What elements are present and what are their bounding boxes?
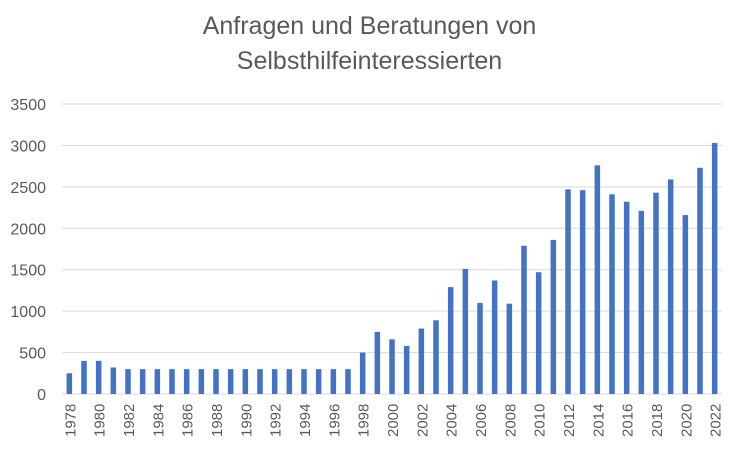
x-tick-label: 2018 xyxy=(649,404,666,437)
bar-2003 xyxy=(433,320,439,394)
bar-1986 xyxy=(183,369,190,394)
bar-1994 xyxy=(301,369,307,394)
bars xyxy=(66,142,718,394)
bar-2022 xyxy=(711,142,718,394)
x-tick-label: 1984 xyxy=(150,404,167,437)
x-tick-label: 1978 xyxy=(62,404,79,437)
x-tick-label: 1990 xyxy=(238,404,255,437)
x-tick-label: 2012 xyxy=(561,404,578,437)
bar-1990 xyxy=(242,369,249,394)
x-tick-label: 2004 xyxy=(444,404,461,437)
bar-1988 xyxy=(213,369,219,394)
bar-1991 xyxy=(257,369,263,394)
bar-1998 xyxy=(359,352,366,394)
x-tick-label: 2010 xyxy=(532,404,549,437)
bar-2011 xyxy=(550,239,557,394)
bar-2013 xyxy=(579,190,586,394)
bar-1996 xyxy=(330,369,337,394)
bar-1982 xyxy=(125,369,131,394)
x-tick-label: 1982 xyxy=(121,404,138,437)
bar-2002 xyxy=(418,328,425,394)
x-tick-label: 2006 xyxy=(473,404,490,437)
x-tick-label: 1998 xyxy=(356,404,373,437)
bar-2017 xyxy=(638,210,645,394)
bar-2000 xyxy=(389,339,395,394)
bar-2007 xyxy=(491,280,498,394)
chart-title-line-1: Anfragen und Beratungen von xyxy=(202,12,537,40)
y-tick-label: 0 xyxy=(37,387,46,404)
bar-1984 xyxy=(154,369,161,394)
y-tick-label: 500 xyxy=(19,346,46,363)
x-tick-label: 2014 xyxy=(590,404,607,437)
bar-2006 xyxy=(477,302,483,394)
bar-2008 xyxy=(506,303,513,394)
bar-1985 xyxy=(169,369,175,394)
x-tick-label: 2000 xyxy=(385,404,402,437)
bar-2001 xyxy=(403,345,410,394)
bar-2014 xyxy=(594,165,601,394)
bar-2020 xyxy=(682,215,689,394)
bar-1978 xyxy=(66,373,73,394)
x-tick-label: 1994 xyxy=(297,404,314,437)
x-tick-label: 2002 xyxy=(414,404,431,437)
x-tick-label: 1986 xyxy=(180,404,197,437)
x-tick-label: 2016 xyxy=(620,404,637,437)
x-tick-label: 1980 xyxy=(92,404,109,437)
y-tick-label: 2000 xyxy=(10,221,46,238)
y-tick-label: 1000 xyxy=(10,304,46,321)
y-tick-label: 3500 xyxy=(10,97,46,114)
bar-1979 xyxy=(81,360,87,394)
chart-title-line-2: Selbsthilfeinteressierten xyxy=(236,47,503,75)
x-tick-label: 2020 xyxy=(678,404,695,437)
x-tick-label: 2008 xyxy=(502,404,519,437)
bar-1983 xyxy=(139,369,146,394)
bar-2021 xyxy=(697,167,703,394)
bar-1987 xyxy=(198,369,205,394)
bar-1981 xyxy=(110,367,117,394)
bar-2005 xyxy=(462,268,469,394)
bar-1993 xyxy=(286,369,293,394)
bar-2004 xyxy=(447,287,454,394)
bar-2016 xyxy=(623,201,630,394)
x-axis-ticks: 1978 1980 1982 1984 1986 1988 1990 1992 1994 1996… xyxy=(62,404,724,437)
bar-2018 xyxy=(653,192,659,394)
y-tick-label: 1500 xyxy=(10,263,46,280)
bar-2012 xyxy=(565,189,571,394)
x-tick-label: 2022 xyxy=(708,404,725,437)
y-axis-ticks: 0 500 1000 1500 2000 2500 3000 3500 xyxy=(10,97,46,404)
bar-1989 xyxy=(227,369,234,394)
x-tick-label: 1996 xyxy=(326,404,343,437)
bar-2019 xyxy=(667,179,674,394)
bar-1995 xyxy=(315,369,322,394)
bar-2009 xyxy=(521,245,527,394)
y-tick-label: 2500 xyxy=(10,180,46,197)
bar-1992 xyxy=(271,369,278,394)
bar-1980 xyxy=(95,360,102,394)
bar-2015 xyxy=(609,194,615,394)
bar-2010 xyxy=(535,272,542,394)
bar-1999 xyxy=(374,331,381,394)
x-tick-label: 1992 xyxy=(268,404,285,437)
x-tick-label: 1988 xyxy=(209,404,226,437)
bar-1997 xyxy=(345,369,351,394)
y-tick-label: 3000 xyxy=(10,138,46,155)
